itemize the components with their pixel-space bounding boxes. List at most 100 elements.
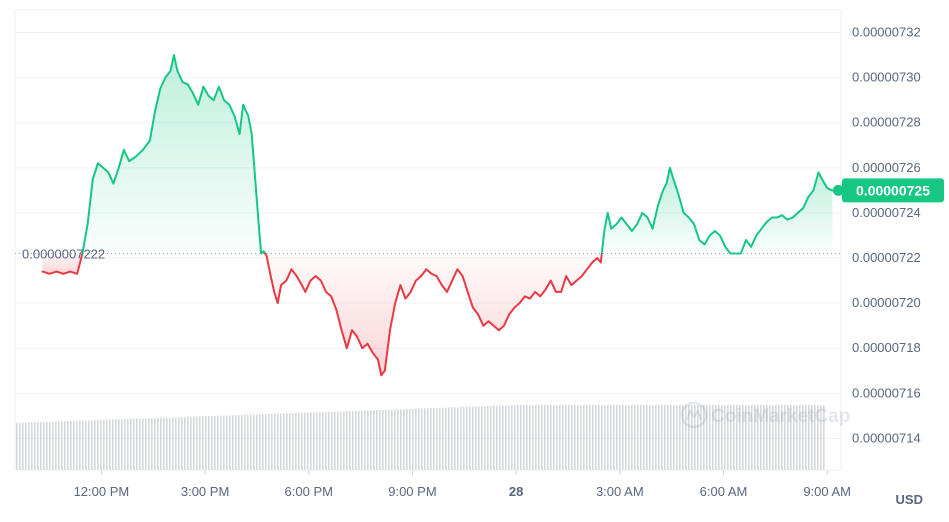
volume-bar — [805, 405, 807, 470]
volume-bar — [721, 405, 723, 470]
volume-bar — [319, 412, 321, 470]
volume-bar — [508, 405, 510, 470]
volume-bar — [364, 410, 366, 470]
volume-bar — [112, 419, 114, 470]
volume-bar — [298, 412, 300, 470]
volume-bar — [397, 409, 399, 470]
volume-bar — [469, 406, 471, 470]
volume-bar — [646, 405, 648, 470]
volume-bar — [34, 422, 36, 470]
volume-bar — [544, 405, 546, 470]
volume-bar — [436, 407, 438, 470]
volume-bar — [706, 405, 708, 470]
price-line-down[interactable] — [41, 252, 84, 275]
volume-bar — [196, 416, 198, 470]
volume-bar — [217, 415, 219, 470]
volume-bar — [571, 405, 573, 470]
volume-bar — [409, 408, 411, 470]
volume-bar — [346, 411, 348, 470]
volume-bar — [550, 405, 552, 470]
volume-bar — [88, 420, 90, 470]
volume-bar — [424, 408, 426, 470]
volume-bar — [43, 422, 45, 470]
volume-bar — [70, 421, 72, 470]
volume-bar — [373, 410, 375, 470]
volume-bar — [490, 406, 492, 470]
volume-bar — [25, 422, 27, 470]
volume-bar — [226, 415, 228, 470]
volume-bar — [808, 405, 810, 470]
volume-bar — [52, 421, 54, 470]
volume-bar — [418, 408, 420, 470]
volume-bar — [715, 405, 717, 470]
volume-bar — [793, 405, 795, 470]
volume-bar — [85, 420, 87, 470]
watermark-text: CoinMarketCap — [711, 406, 850, 427]
volume-bar — [208, 416, 210, 470]
volume-bar — [670, 405, 672, 470]
last-price-dot[interactable] — [832, 184, 844, 196]
volume-bar — [745, 405, 747, 470]
price-line[interactable] — [41, 54, 844, 377]
volume-bar — [676, 405, 678, 470]
volume-bar — [565, 405, 567, 470]
volume-bar — [559, 405, 561, 470]
volume-bar — [673, 405, 675, 470]
volume-bar — [505, 405, 507, 470]
volume-bar — [502, 405, 504, 470]
y-tick-label: 0.00000726 — [852, 160, 921, 175]
volume-bar — [421, 408, 423, 470]
volume-bar — [181, 417, 183, 470]
volume-bar — [361, 410, 363, 470]
volume-bar — [331, 411, 333, 470]
price-line-down[interactable] — [264, 252, 603, 377]
volume-bar — [220, 415, 222, 470]
volume-bar — [406, 409, 408, 470]
volume-bar — [268, 413, 270, 470]
volume-bar — [811, 405, 813, 470]
volume-bar — [166, 417, 168, 470]
volume-bar — [766, 405, 768, 470]
current-price-badge[interactable] — [842, 178, 944, 203]
volume-bar — [667, 405, 669, 470]
volume-bar — [439, 407, 441, 470]
volume-bar — [190, 416, 192, 470]
volume-bar — [553, 405, 555, 470]
volume-bar — [691, 405, 693, 470]
volume-bar — [118, 419, 120, 470]
volume-bar — [277, 413, 279, 470]
currency-label[interactable]: USD — [895, 492, 923, 507]
volume-bar — [661, 405, 663, 470]
volume-bar — [799, 405, 801, 470]
volume-bar — [247, 414, 249, 470]
volume-bar — [433, 408, 435, 470]
volume-bar — [592, 405, 594, 470]
volume-bar — [214, 415, 216, 470]
volume-bar — [184, 416, 186, 470]
volume-bar — [541, 405, 543, 470]
volume-bar — [94, 420, 96, 470]
volume-bar — [289, 413, 291, 470]
volume-bar — [643, 405, 645, 470]
volume-bar — [718, 405, 720, 470]
volume-bar — [478, 406, 480, 470]
volume-bar — [736, 405, 738, 470]
volume-bar — [337, 411, 339, 470]
price-line-up[interactable] — [600, 166, 834, 255]
volume-bar — [64, 421, 66, 470]
volume-bar — [523, 405, 525, 470]
volume-bar — [307, 412, 309, 470]
volume-bar — [814, 405, 816, 470]
volume-bar — [463, 407, 465, 470]
volume-bar — [454, 407, 456, 470]
volume-bar — [178, 417, 180, 470]
volume-bar — [607, 405, 609, 470]
volume-bar — [520, 405, 522, 470]
volume-bar — [658, 405, 660, 470]
volume-bar — [187, 416, 189, 470]
volume-bar — [79, 420, 81, 470]
price-line-up[interactable] — [81, 54, 267, 255]
volume-bar — [586, 405, 588, 470]
